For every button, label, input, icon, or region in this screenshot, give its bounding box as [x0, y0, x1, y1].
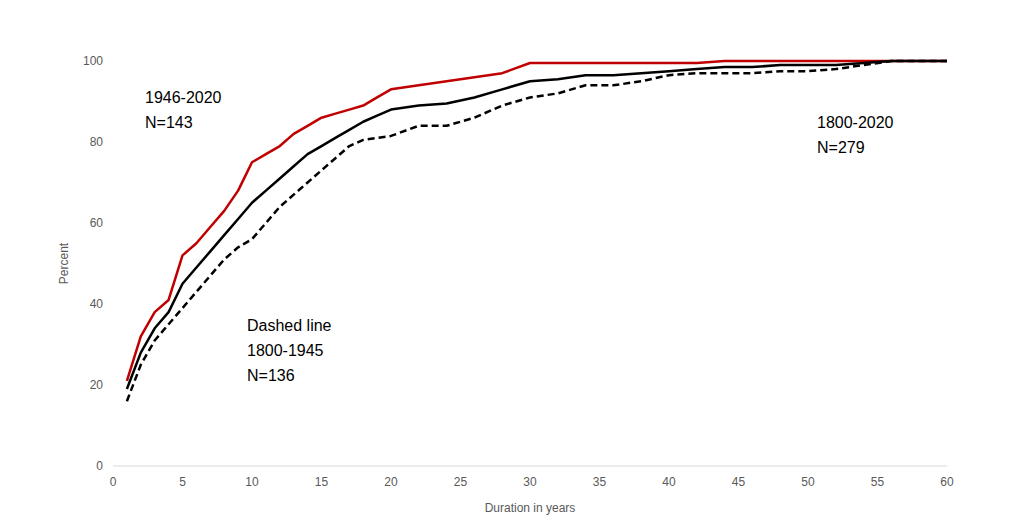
x-tick-label: 15: [315, 475, 329, 489]
x-tick-label: 55: [871, 475, 885, 489]
annotation: 1946-2020: [145, 89, 222, 106]
x-tick-label: 60: [940, 475, 954, 489]
series-line: [127, 61, 947, 389]
x-tick-label: 0: [110, 475, 117, 489]
x-axis-label: Duration in years: [485, 501, 576, 515]
x-tick-label: 35: [593, 475, 607, 489]
x-tick-label: 50: [801, 475, 815, 489]
annotation: Dashed line: [247, 317, 332, 334]
y-tick-label: 20: [90, 378, 104, 392]
x-tick-label: 40: [662, 475, 676, 489]
annotation: N=279: [817, 139, 865, 156]
x-tick-label: 5: [179, 475, 186, 489]
y-tick-label: 100: [83, 54, 103, 68]
chart: 0 5 10 15 20 25 30 35 40 45 50 55 60 0 20 40 60 80 100 Dura…: [0, 0, 1024, 520]
x-tick-label: 20: [384, 475, 398, 489]
x-axis-line: [113, 466, 947, 467]
annotation: 1800-2020: [817, 114, 894, 131]
y-tick-label: 80: [90, 135, 104, 149]
annotation: N=136: [247, 367, 295, 384]
y-tick-label: 40: [90, 297, 104, 311]
x-tick-label: 25: [454, 475, 468, 489]
x-tick-label: 10: [245, 475, 259, 489]
x-tick-label: 45: [732, 475, 746, 489]
y-axis-label: Percent: [57, 242, 71, 284]
annotation: 1800-1945: [247, 342, 324, 359]
series-line: [127, 61, 947, 401]
x-tick-label: 30: [523, 475, 537, 489]
y-tick-label: 0: [96, 459, 103, 473]
series-line: [127, 61, 947, 381]
y-tick-label: 60: [90, 216, 104, 230]
plot-area: [127, 61, 947, 401]
annotation: N=143: [145, 114, 193, 131]
